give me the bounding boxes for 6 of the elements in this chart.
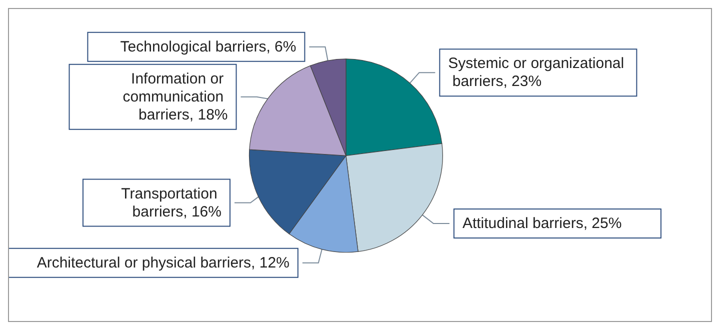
slice-label: Attitudinal barriers, 25% (462, 215, 622, 232)
slice-label: Architectural or physical barriers, 12% (36, 254, 290, 272)
slice-label: Systemic or organizational barriers, 23% (448, 55, 624, 90)
slice-label: Information or communication barriers, 18% (122, 70, 228, 124)
slice-label: Technological barriers, 6% (120, 38, 296, 56)
slice-label: Transportation barriers, 16% (121, 185, 222, 220)
